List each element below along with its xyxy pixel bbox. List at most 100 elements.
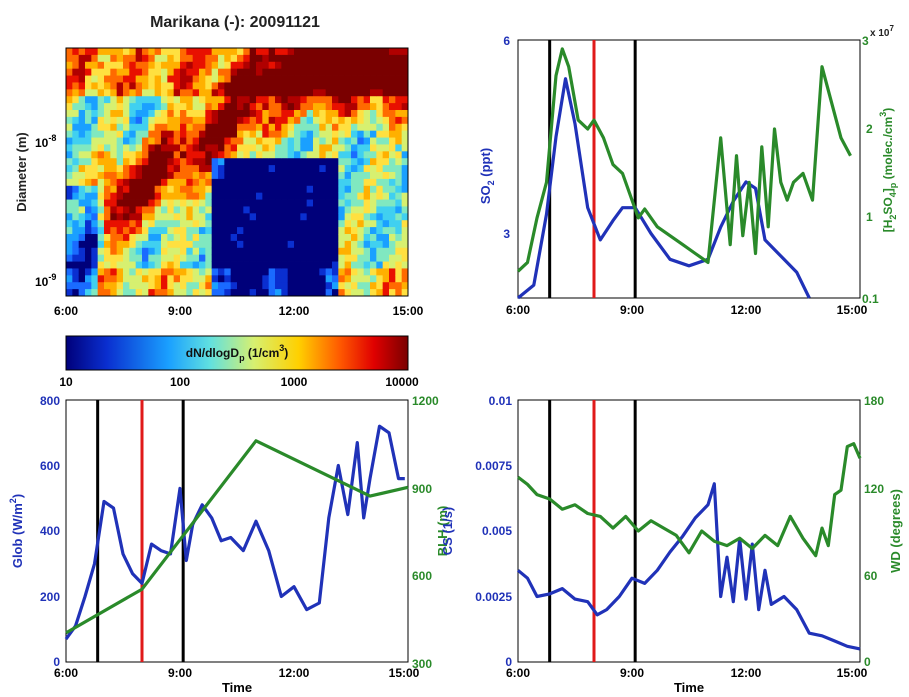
heatmap-cell [66, 213, 73, 221]
heatmap-cell [218, 178, 225, 187]
heatmap-cell [332, 48, 339, 56]
heatmap-cell [148, 158, 156, 166]
heatmap-cell [91, 110, 99, 118]
heatmap-cell [85, 199, 92, 207]
heatmap-cell [382, 227, 390, 235]
heatmap-cell [148, 254, 156, 262]
heatmap-cell [344, 137, 352, 145]
heatmap-cell [78, 185, 86, 194]
heatmap-cell [154, 282, 162, 290]
heatmap-cell [351, 103, 358, 111]
heatmap-cell [129, 275, 137, 283]
heatmap-cell [186, 158, 194, 166]
heatmap-cell [142, 68, 149, 76]
heatmap-cell [116, 48, 124, 56]
heatmap-cell [275, 137, 282, 145]
series-green-line [517, 442, 862, 558]
heatmap-cell [262, 130, 270, 138]
heatmap-cell [161, 178, 168, 187]
heatmap-cell [192, 240, 200, 249]
heatmap-cell [135, 227, 143, 235]
heatmap-cells [66, 48, 409, 297]
heatmap-cell [224, 227, 232, 235]
heatmap-cell [338, 289, 346, 297]
heatmap-cell [180, 68, 187, 76]
heatmap-cell [72, 247, 80, 256]
heatmap-cell [287, 213, 295, 221]
heatmap-cell [218, 75, 225, 83]
heatmap-cell [186, 103, 194, 111]
heatmap-cell [363, 68, 371, 76]
heatmap-cell [268, 89, 276, 97]
heatmap-cell [370, 254, 377, 262]
heatmap-cell [180, 151, 187, 159]
heatmap-cell [154, 275, 162, 283]
heatmap-cell [205, 199, 213, 207]
heatmap-cell [199, 75, 206, 83]
heatmap-cell [376, 240, 384, 249]
glob-ytick-800: 800 [40, 394, 60, 408]
heatmap-cell [351, 68, 358, 76]
heatmap-cell [110, 206, 118, 214]
heatmap-cell [319, 54, 327, 63]
heatmap-cell [154, 199, 162, 207]
heatmap-cell [180, 178, 187, 187]
heatmap-cell [186, 130, 194, 138]
heatmap-cell [256, 178, 263, 187]
heatmap-cell [382, 178, 390, 187]
heatmap-cell [281, 282, 289, 290]
heatmap-cell [230, 158, 238, 166]
heatmap-cell [370, 151, 377, 159]
cs-plot-frame [517, 399, 861, 663]
heatmap-cell [135, 68, 143, 76]
heatmap-cell [199, 89, 206, 97]
heatmap-cell [161, 54, 168, 63]
heatmap-cell [300, 110, 308, 118]
heatmap-cell [389, 213, 396, 221]
heatmap-cell [154, 137, 162, 145]
heatmap-cell [110, 75, 118, 83]
heatmap-cell [110, 103, 118, 111]
heatmap-cell [173, 116, 181, 125]
heatmap-cell [325, 116, 333, 125]
heatmap-cell [167, 240, 175, 249]
heatmap-cell [395, 151, 403, 159]
heatmap-cell [230, 268, 238, 276]
heatmap-cell [97, 178, 105, 187]
heatmap-cell [287, 123, 295, 132]
heatmap-cell [262, 275, 270, 283]
heatmap-cell [401, 178, 409, 187]
heatmap-cell [382, 261, 390, 269]
heatmap-cell [97, 261, 105, 269]
heatmap-cell [218, 240, 225, 249]
heatmap-cell [401, 254, 409, 262]
heatmap-cell [287, 110, 295, 118]
heatmap-cell [389, 178, 396, 187]
colorbar-gradient [65, 335, 409, 371]
heatmap-cell [249, 234, 257, 242]
heatmap-cell [370, 289, 377, 297]
heatmap-cell [294, 247, 301, 256]
heatmap-cell [262, 54, 270, 63]
glob-plot-frame [65, 399, 409, 663]
heatmap-cell [237, 192, 244, 200]
heatmap-cell [205, 261, 213, 269]
heatmap-cell [97, 275, 105, 283]
heatmap-cell [218, 110, 225, 118]
heatmap-cell [389, 82, 396, 90]
heatmap-cell [66, 206, 73, 214]
heatmap-cell [256, 192, 263, 200]
colorbar-tick-1: 100 [170, 375, 190, 389]
heatmap-cell [237, 289, 244, 297]
heatmap-cell [116, 192, 124, 200]
heatmap-cell [192, 68, 200, 76]
heatmap-cell [249, 48, 257, 56]
heatmap-cell [363, 151, 371, 159]
heatmap-cell [116, 199, 124, 207]
heatmap-cell [287, 96, 295, 104]
heatmap-cell [129, 54, 137, 63]
heatmap-cell [281, 254, 289, 262]
heatmap-cell [325, 185, 333, 194]
heatmap-cell [249, 82, 257, 90]
heatmap-cell [180, 110, 187, 118]
